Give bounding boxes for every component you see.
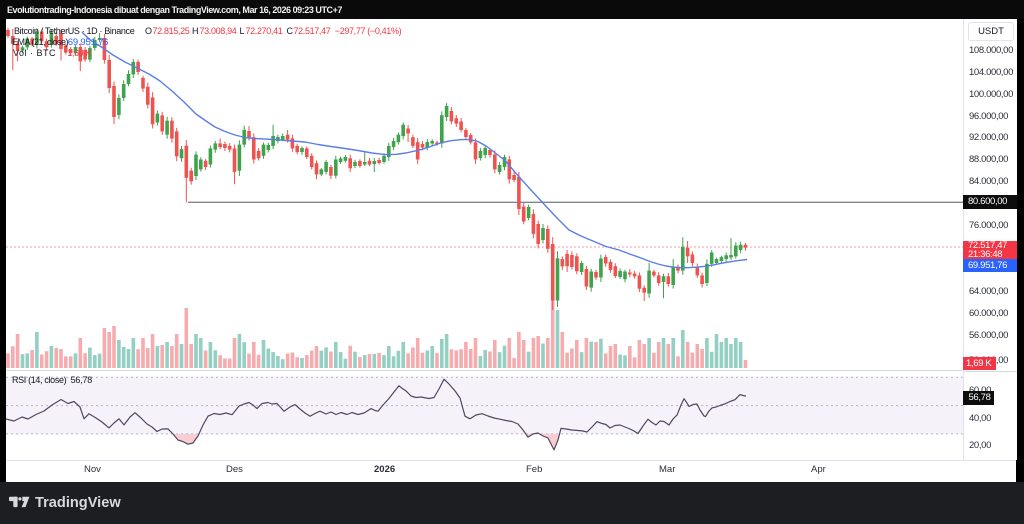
- svg-text:TradingView: TradingView: [35, 495, 121, 511]
